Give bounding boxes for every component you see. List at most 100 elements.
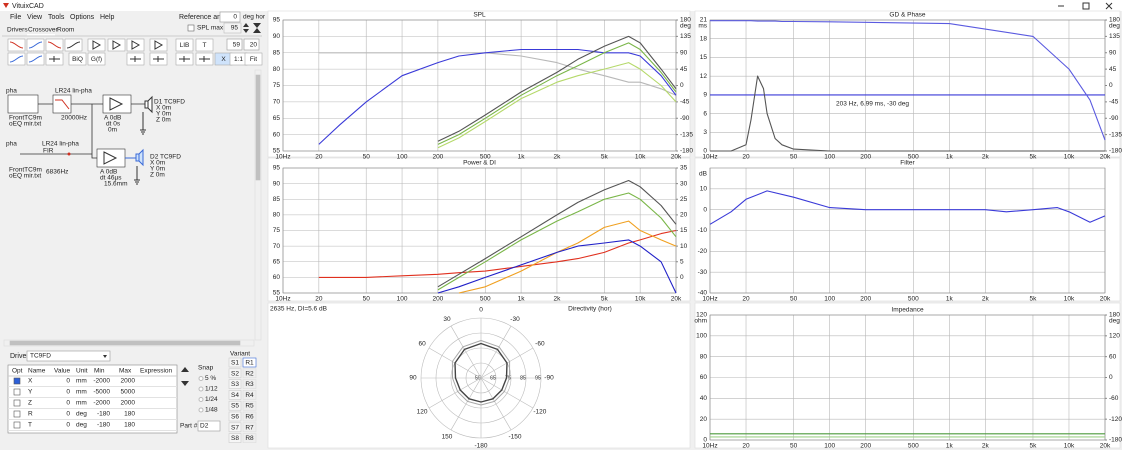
y-tick-label: 10: [700, 186, 708, 193]
reference-angle-value: 0: [233, 14, 237, 21]
variant-button[interactable]: [228, 411, 242, 422]
table-cell: 5000: [121, 389, 136, 396]
variant-button[interactable]: [228, 357, 242, 368]
menu-item[interactable]: Help: [100, 14, 115, 21]
snap-radio[interactable]: [198, 376, 204, 381]
y-tick-label: 80: [700, 353, 708, 360]
spl-max-spinner[interactable]: [243, 23, 249, 33]
plot-title: Filter: [900, 160, 915, 167]
toolbar-input[interactable]: [226, 38, 243, 51]
opt-checkbox[interactable]: [13, 388, 21, 396]
toolbar-button[interactable]: [87, 52, 106, 66]
y-unit: ms: [698, 23, 707, 30]
toolbar-button[interactable]: [68, 52, 87, 66]
spl-max-value: 95: [231, 25, 239, 32]
toolbar-button[interactable]: [126, 38, 145, 52]
toolbar-button[interactable]: [87, 38, 106, 52]
y-tick-label: 40: [700, 395, 708, 402]
menu-item[interactable]: View: [27, 14, 43, 21]
y-tick-label: 85: [273, 196, 281, 203]
y2-tick-label: 120: [1109, 333, 1120, 340]
toolbar-input[interactable]: [243, 38, 260, 51]
schematic-label: FrontTC9m: [9, 115, 42, 122]
y2-tick-label: 5: [680, 258, 684, 265]
variant-button[interactable]: [228, 379, 242, 389]
data-line: [437, 62, 677, 149]
y-tick-label: 90: [273, 33, 281, 40]
toolbar-icon: [153, 56, 164, 62]
x-tick-label: 20: [315, 154, 323, 161]
x-tick-label: 2k: [554, 154, 562, 161]
opt-checkbox[interactable]: [13, 399, 21, 407]
x-tick-label: 1k: [946, 443, 954, 450]
close-button[interactable]: [1105, 2, 1113, 10]
plot-panel: [694, 302, 1121, 449]
part-input[interactable]: [197, 420, 221, 432]
table-cell: 2000: [121, 400, 136, 407]
menu-item[interactable]: File: [10, 14, 21, 21]
spl-max-checkbox[interactable]: [187, 24, 195, 32]
data-line: [318, 48, 677, 145]
scroll-thumb[interactable]: [9, 340, 241, 346]
y-tick-label: 60: [273, 274, 281, 281]
variant-button[interactable]: [242, 368, 257, 379]
opt-checkbox[interactable]: [13, 410, 21, 418]
variant-button[interactable]: [228, 422, 242, 433]
vertical-scrollbar[interactable]: [254, 69, 262, 341]
toolbar-label: Fit: [250, 56, 257, 63]
y-tick-label: -10: [698, 227, 708, 234]
variant-button[interactable]: [228, 400, 242, 411]
spl-max-input[interactable]: [223, 22, 242, 34]
x-tick-label: 1k: [518, 296, 526, 303]
y-tick-label: 95: [273, 17, 281, 24]
move-up[interactable]: [181, 367, 189, 372]
polar-angle-label: 0: [479, 307, 483, 314]
variant-button[interactable]: [242, 422, 257, 433]
y2-tick-label: 90: [1109, 49, 1117, 56]
snap-radio[interactable]: [198, 407, 204, 413]
variant-button[interactable]: [242, 379, 257, 389]
menu-item[interactable]: Options: [70, 14, 95, 21]
table-cell: 0: [66, 378, 70, 385]
tab[interactable]: Drivers: [7, 27, 28, 34]
toolbar-button[interactable]: [107, 38, 126, 52]
opt-checkbox[interactable]: [13, 421, 21, 429]
variant-button[interactable]: [242, 400, 257, 411]
spl-max-reset[interactable]: [253, 23, 261, 33]
variant-button[interactable]: [228, 390, 242, 400]
y-tick-label: 70: [273, 243, 281, 250]
scroll-thumb[interactable]: [255, 74, 261, 181]
y2-tick-label: -135: [680, 131, 693, 138]
toolbar-icon: [199, 56, 210, 62]
y-tick-label: 70: [273, 99, 281, 106]
reference-angle-input[interactable]: [219, 11, 241, 23]
toolbar-button[interactable]: [175, 38, 194, 52]
variant-button[interactable]: [242, 411, 257, 422]
x-tick-label: 100: [397, 296, 408, 303]
move-down[interactable]: [181, 381, 189, 386]
tab[interactable]: Room: [57, 27, 74, 34]
variant-s: S6: [231, 414, 239, 421]
variant-button[interactable]: [228, 368, 242, 379]
menu-item[interactable]: Tools: [48, 14, 65, 21]
variant-button[interactable]: [242, 357, 257, 368]
opt-checkbox[interactable]: [13, 377, 21, 385]
x-tick-label: 2k: [982, 443, 990, 450]
x-tick-label: 10k: [635, 296, 646, 303]
snap-radio[interactable]: [198, 397, 204, 402]
table-header: Min: [94, 368, 105, 375]
variant-button[interactable]: [242, 433, 257, 443]
snap-radio[interactable]: [198, 386, 204, 392]
driver-dropdown[interactable]: [26, 350, 111, 362]
maximize-button[interactable]: [1082, 2, 1090, 10]
toolbar-button[interactable]: [195, 38, 214, 52]
toolbar-button[interactable]: [149, 38, 168, 52]
variant-button[interactable]: [228, 433, 242, 443]
x-tick-label: 5k: [601, 154, 609, 161]
amp-triangle: [103, 151, 118, 165]
x-tick-label: 200: [432, 154, 443, 161]
table-cell: 0: [66, 411, 70, 418]
tab[interactable]: Crossover: [28, 27, 58, 34]
toolbar-button[interactable]: [244, 52, 263, 66]
variant-button[interactable]: [242, 390, 257, 400]
